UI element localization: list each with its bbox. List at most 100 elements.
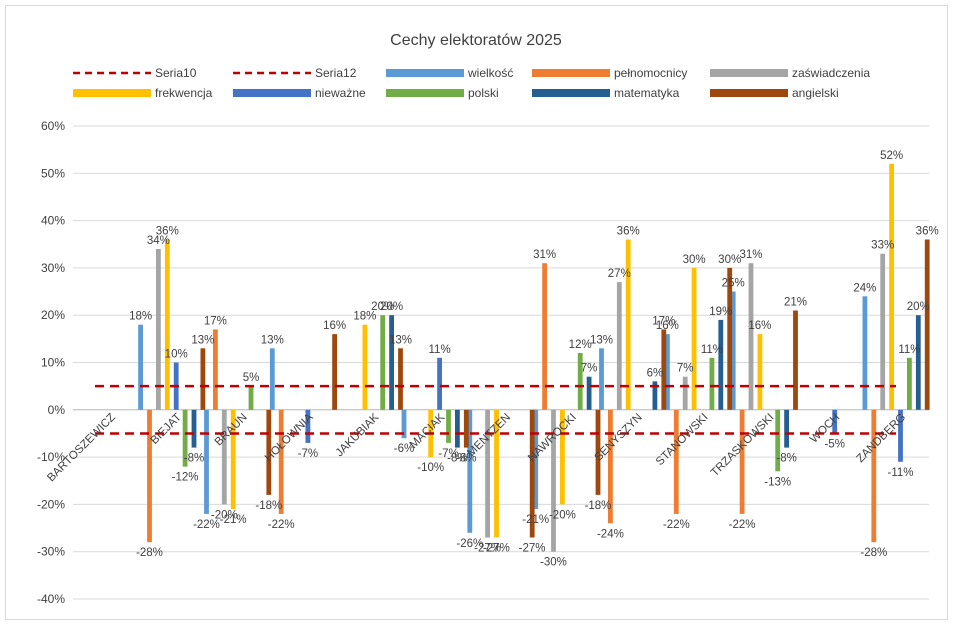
y-tick-label: 40% bbox=[41, 214, 65, 228]
legend-label: frekwencja bbox=[155, 86, 213, 100]
bar bbox=[625, 239, 631, 410]
bar bbox=[542, 263, 547, 410]
bar bbox=[389, 315, 394, 410]
bar bbox=[577, 353, 583, 410]
data-label: 10% bbox=[165, 349, 188, 361]
bar bbox=[682, 376, 688, 410]
data-label: -26% bbox=[456, 538, 483, 550]
bar bbox=[446, 409, 451, 443]
bar bbox=[380, 315, 386, 410]
data-label: -27% bbox=[483, 543, 510, 555]
data-label: -7% bbox=[298, 448, 318, 460]
data-label: 36% bbox=[156, 226, 179, 238]
legend: Seria10 Seria12 wielkość pełnomocnicy zaświa… bbox=[73, 66, 870, 100]
bar bbox=[147, 409, 152, 543]
data-label: 13% bbox=[191, 334, 214, 346]
bar bbox=[485, 409, 490, 538]
bar bbox=[164, 239, 170, 410]
category-label: STANOWSKI bbox=[654, 411, 711, 468]
legend-swatch bbox=[73, 89, 151, 97]
bar bbox=[718, 319, 724, 410]
category-label: BIEJAT bbox=[148, 411, 183, 446]
data-label: 21% bbox=[784, 297, 807, 309]
y-axis: -40% -30% -20% -10% 0% 10% 20% 30% 40% 50% 60% bbox=[37, 119, 65, 606]
data-label: 34% bbox=[147, 235, 170, 247]
data-label: -8% bbox=[776, 453, 796, 465]
bar bbox=[730, 291, 736, 410]
legend-swatch bbox=[710, 69, 788, 77]
data-label: 11% bbox=[701, 344, 723, 356]
data-label: -6% bbox=[394, 443, 414, 455]
bar bbox=[586, 376, 592, 410]
data-label: 25% bbox=[722, 278, 745, 290]
data-label: 16% bbox=[656, 320, 679, 332]
legend-label: zaświadczenia bbox=[792, 66, 870, 80]
bar bbox=[332, 334, 337, 410]
bar bbox=[793, 310, 798, 410]
data-label: 18% bbox=[353, 311, 376, 323]
bar bbox=[437, 357, 442, 410]
bar bbox=[248, 386, 254, 410]
y-tick-label: -10% bbox=[37, 450, 65, 464]
bar bbox=[362, 324, 368, 410]
data-label: 16% bbox=[748, 320, 771, 332]
bar bbox=[862, 296, 868, 410]
data-label: 31% bbox=[739, 249, 762, 261]
data-label: -22% bbox=[729, 519, 756, 531]
bar bbox=[608, 409, 613, 524]
data-label: 11% bbox=[898, 344, 920, 356]
bar bbox=[915, 315, 921, 410]
data-label: -28% bbox=[860, 547, 887, 559]
data-label: -8% bbox=[184, 453, 204, 465]
legend-label: angielski bbox=[792, 86, 839, 100]
y-tick-label: 60% bbox=[41, 119, 65, 133]
chart-frame: Cechy elektoratów 2025 Seria10 Seria12 wie… bbox=[5, 5, 948, 620]
data-label: 7% bbox=[581, 363, 598, 375]
legend-swatch bbox=[532, 69, 610, 77]
data-label: -20% bbox=[549, 509, 576, 521]
y-tick-label: 20% bbox=[41, 308, 65, 322]
data-label: 31% bbox=[533, 249, 556, 261]
data-label: -18% bbox=[585, 500, 612, 512]
bar bbox=[924, 239, 930, 410]
bars bbox=[138, 163, 930, 552]
category-label: BARTOSZEWICZ bbox=[45, 411, 118, 484]
bar bbox=[401, 409, 407, 439]
data-label: 33% bbox=[871, 240, 894, 252]
legend-label: polski bbox=[468, 86, 499, 100]
data-label: -10% bbox=[417, 462, 444, 474]
legend-label: matematyka bbox=[614, 86, 680, 100]
data-label: -24% bbox=[597, 528, 624, 540]
data-label: 20% bbox=[907, 301, 930, 313]
data-label: 6% bbox=[647, 367, 664, 379]
bar bbox=[494, 409, 499, 538]
bar bbox=[213, 329, 218, 410]
bar bbox=[673, 409, 679, 514]
y-tick-label: -40% bbox=[37, 592, 65, 606]
data-label: -30% bbox=[540, 557, 567, 569]
chart-title: Cechy elektoratów 2025 bbox=[390, 32, 562, 49]
bar bbox=[305, 409, 311, 443]
category-label: JAKUBIAK bbox=[334, 411, 382, 459]
bar bbox=[551, 409, 556, 552]
legend-label: Seria10 bbox=[155, 66, 197, 80]
data-label: -20% bbox=[211, 509, 238, 521]
data-label: 30% bbox=[718, 254, 741, 266]
data-label: 36% bbox=[617, 226, 640, 238]
data-label: 17% bbox=[204, 315, 227, 327]
y-tick-label: 10% bbox=[41, 356, 65, 370]
data-label: -28% bbox=[136, 547, 163, 559]
data-label: 52% bbox=[880, 150, 903, 162]
bar bbox=[191, 409, 197, 448]
bar bbox=[595, 409, 601, 495]
data-label: -21% bbox=[522, 514, 549, 526]
bar bbox=[665, 334, 670, 410]
bar bbox=[727, 267, 733, 410]
bar bbox=[661, 329, 667, 410]
data-label: -22% bbox=[663, 519, 690, 531]
data-label: 30% bbox=[683, 254, 706, 266]
data-label: -22% bbox=[193, 519, 220, 531]
bar bbox=[691, 267, 697, 410]
y-tick-label: -30% bbox=[37, 545, 65, 559]
data-label: 27% bbox=[608, 268, 631, 280]
